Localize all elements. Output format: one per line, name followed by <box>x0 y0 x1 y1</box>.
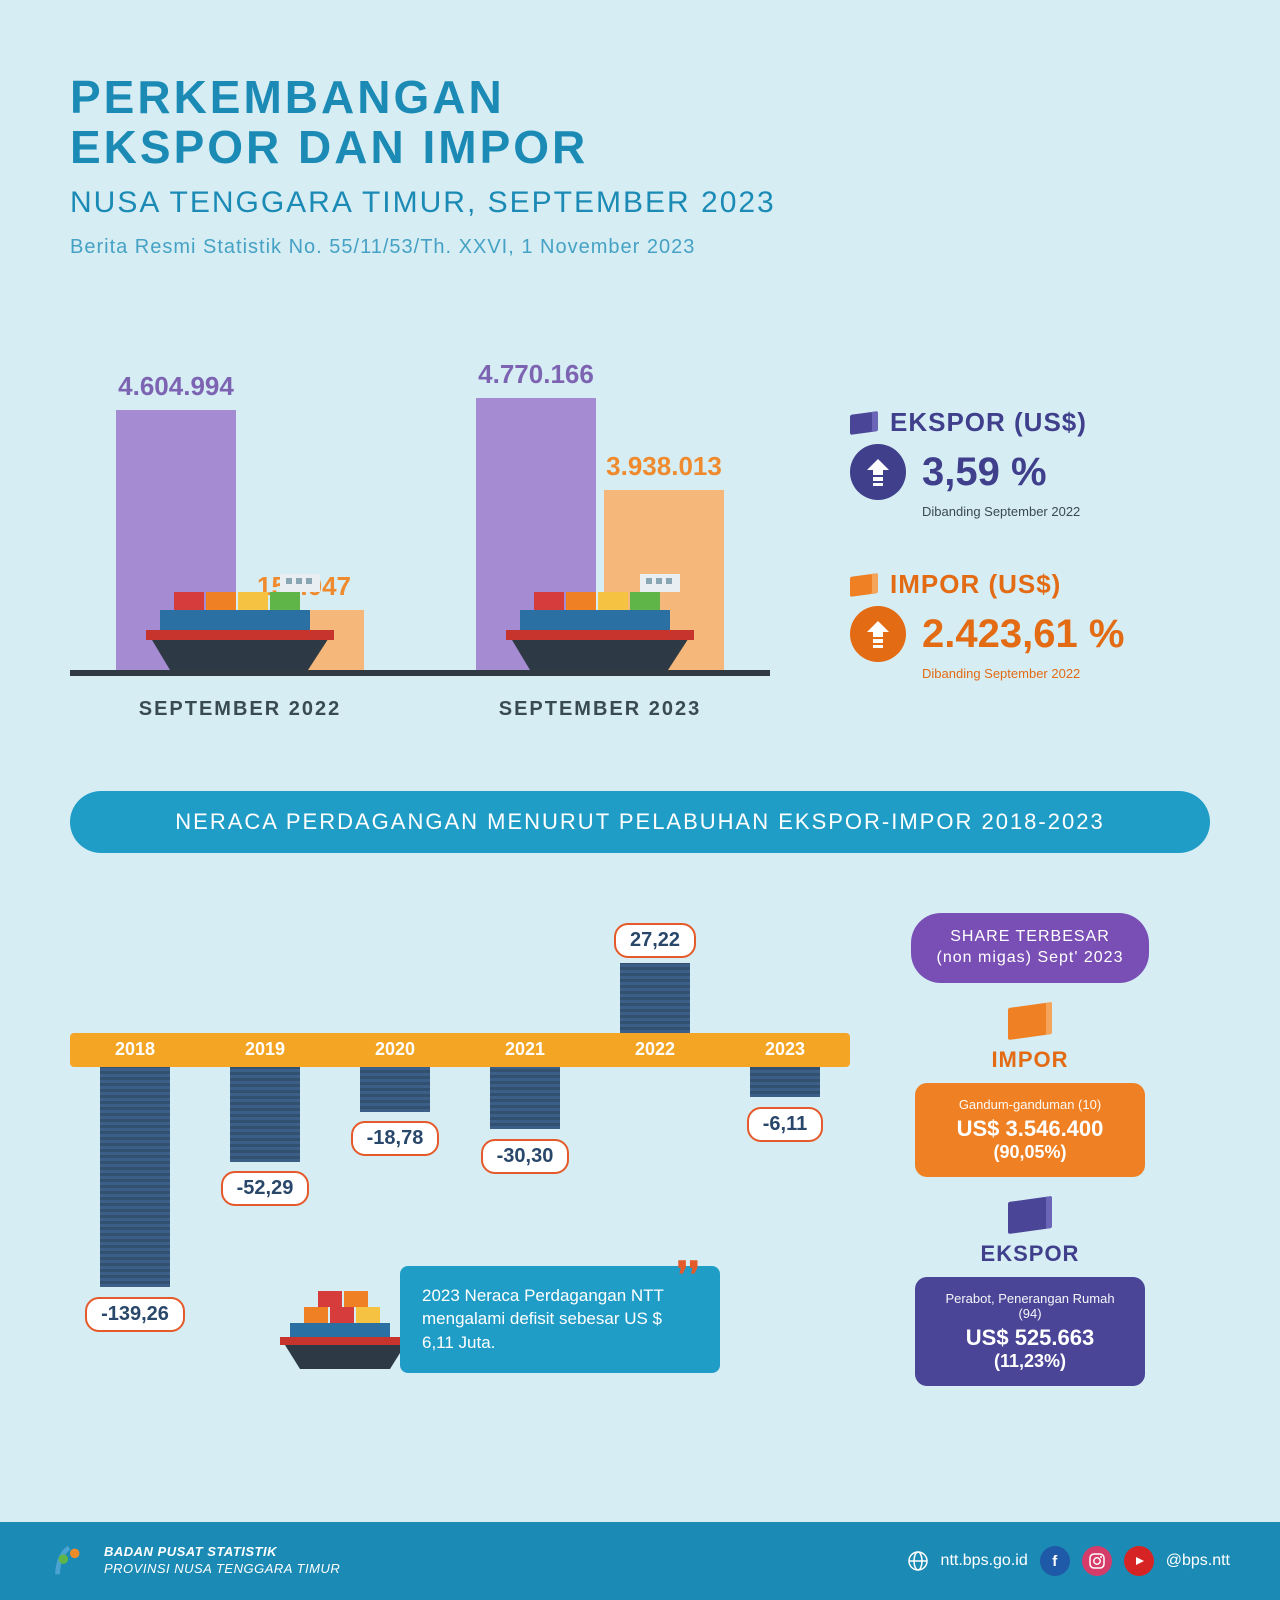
arrow-up-icon <box>850 606 906 662</box>
share-impor: IMPOR Gandum-ganduman (10) US$ 3.546.400… <box>915 1005 1145 1177</box>
balance-value-label: -139,26 <box>85 1297 185 1332</box>
stat-impor-label: IMPOR (US$) <box>890 569 1061 600</box>
share-ekspor-category: Perabot, Penerangan Rumah (94) <box>935 1291 1125 1321</box>
container-icon <box>850 411 878 435</box>
share-pill-line1: SHARE TERBESAR <box>937 927 1124 948</box>
bar-group-label: SEPTEMBER 2023 <box>455 698 745 721</box>
balance-bar <box>230 1067 300 1162</box>
footer-org-line2: PROVINSI NUSA TENGGARA TIMUR <box>104 1561 340 1578</box>
balance-value-label: -30,30 <box>481 1139 570 1174</box>
bar-group: 4.604.994156.047 <box>95 371 385 670</box>
share-ekspor-pct: (11,23%) <box>935 1351 1125 1372</box>
stat-impor-compare: Dibanding September 2022 <box>922 666 1210 681</box>
share-pill-line2: (non migas) Sept' 2023 <box>937 948 1124 969</box>
bps-logo-icon <box>50 1542 88 1580</box>
balance-quote-text: 2023 Neraca Perdagangan NTT mengalami de… <box>422 1286 664 1353</box>
share-impor-category: Gandum-ganduman (10) <box>935 1097 1125 1112</box>
balance-value-label: -18,78 <box>351 1121 440 1156</box>
share-ekspor-value: US$ 525.663 <box>935 1325 1125 1351</box>
stat-ekspor-compare: Dibanding September 2022 <box>922 504 1210 519</box>
share-impor-pct: (90,05%) <box>935 1142 1125 1163</box>
stat-ekspor-label: EKSPOR (US$) <box>890 407 1087 438</box>
balance-bar <box>100 1067 170 1287</box>
bar-value-label: 3.938.013 <box>606 451 722 482</box>
share-impor-value: US$ 3.546.400 <box>935 1116 1125 1142</box>
page-title-line2: EKSPOR DAN IMPOR <box>70 120 1210 174</box>
facebook-icon[interactable]: f <box>1040 1546 1070 1576</box>
balance-chart: 201820192020202120222023 -139,26-52,29-1… <box>70 913 850 1373</box>
balance-col: -139,26 <box>75 913 195 1373</box>
balance-col: -6,11 <box>725 913 845 1373</box>
balance-heading: NERACA PERDAGANGAN MENURUT PELABUHAN EKS… <box>70 791 1210 853</box>
share-pill: SHARE TERBESAR (non migas) Sept' 2023 <box>911 913 1150 983</box>
page-title-line1: PERKEMBANGAN <box>70 70 1210 124</box>
ship-icon <box>270 1289 420 1379</box>
balance-bar <box>750 1067 820 1097</box>
instagram-icon[interactable] <box>1082 1546 1112 1576</box>
top-bar-chart: 4.604.994156.047 4.770.166 3.938.013 SEPT… <box>70 359 770 721</box>
bar-value-label: 4.604.994 <box>118 371 234 402</box>
container-icon <box>1008 1002 1052 1040</box>
footer-handle[interactable]: @bps.ntt <box>1166 1552 1230 1570</box>
share-impor-label: IMPOR <box>991 1047 1068 1073</box>
share-ekspor-label: EKSPOR <box>981 1241 1080 1267</box>
page-note: Berita Resmi Statistik No. 55/11/53/Th. … <box>70 236 1210 259</box>
balance-value-label: 27,22 <box>614 923 696 958</box>
footer-url[interactable]: ntt.bps.go.id <box>941 1552 1028 1570</box>
stat-ekspor-pct: 3,59 % <box>922 450 1047 495</box>
balance-value-label: -6,11 <box>747 1107 823 1142</box>
balance-value-label: -52,29 <box>221 1171 310 1206</box>
container-icon <box>1008 1196 1052 1234</box>
balance-quote: ❜❜ 2023 Neraca Perdagangan NTT mengalami… <box>400 1266 720 1373</box>
footer: BADAN PUSAT STATISTIK PROVINSI NUSA TENG… <box>0 1522 1280 1600</box>
container-icon <box>850 573 878 597</box>
arrow-up-icon <box>850 444 906 500</box>
bar-value-label: 4.770.166 <box>478 359 594 390</box>
balance-bar <box>490 1067 560 1129</box>
bar-group-label: SEPTEMBER 2022 <box>95 698 385 721</box>
bar-group: 4.770.166 3.938.013 <box>455 359 745 670</box>
youtube-icon[interactable] <box>1124 1546 1154 1576</box>
balance-bar <box>620 963 690 1033</box>
stat-impor-pct: 2.423,61 % <box>922 612 1124 657</box>
footer-org-line1: BADAN PUSAT STATISTIK <box>104 1544 340 1561</box>
page-subtitle: NUSA TENGGARA TIMUR, SEPTEMBER 2023 <box>70 186 1210 220</box>
ship-icon <box>130 570 350 680</box>
stat-ekspor: EKSPOR (US$) 3,59 % Dibanding September … <box>850 407 1210 519</box>
share-ekspor: EKSPOR Perabot, Penerangan Rumah (94) US… <box>915 1199 1145 1386</box>
stat-impor: IMPOR (US$) 2.423,61 % Dibanding Septemb… <box>850 569 1210 681</box>
ship-icon <box>490 570 710 680</box>
globe-icon <box>907 1550 929 1572</box>
quote-icon: ❜❜ <box>677 1250 700 1300</box>
balance-bar <box>360 1067 430 1112</box>
